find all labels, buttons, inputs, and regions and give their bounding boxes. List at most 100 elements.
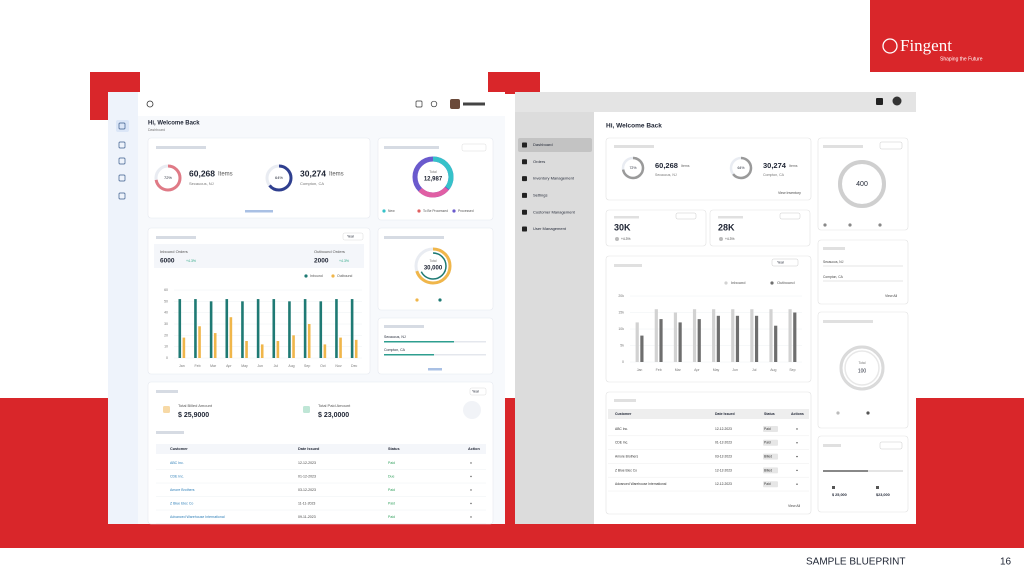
user-name bbox=[463, 102, 485, 106]
table-header: Customer bbox=[615, 412, 632, 416]
table-cell: 12-12-2023 bbox=[715, 427, 732, 431]
table-cell: ABC Inc. bbox=[615, 427, 628, 431]
sidebar-icon bbox=[118, 174, 126, 182]
card bbox=[817, 137, 909, 231]
y-tick-label: 10k bbox=[618, 327, 624, 331]
bar bbox=[678, 322, 682, 362]
card bbox=[817, 435, 909, 513]
dropdown bbox=[879, 141, 903, 150]
progress-bar bbox=[384, 341, 454, 343]
table-header: Customer bbox=[170, 447, 188, 451]
legend-dot bbox=[382, 209, 386, 213]
legend-label: Outbound bbox=[777, 280, 795, 285]
card-heading bbox=[823, 247, 845, 250]
table-header: Date Issued bbox=[298, 447, 320, 451]
ring-arc bbox=[839, 345, 885, 391]
dropdown bbox=[779, 212, 801, 220]
x-tick-label: Dec bbox=[351, 364, 357, 368]
stat-unit: Items bbox=[681, 164, 690, 168]
stat-location: Secaucus, NJ bbox=[655, 173, 677, 177]
x-tick-label: Jan bbox=[179, 364, 185, 368]
card bbox=[605, 255, 812, 383]
card bbox=[605, 391, 812, 515]
x-tick-label: Feb bbox=[656, 368, 662, 372]
bar bbox=[692, 309, 697, 362]
table-cell: Amore Brothers bbox=[615, 454, 638, 458]
card-heading bbox=[156, 431, 184, 434]
location-name: Compton, CA bbox=[384, 348, 406, 352]
bell-icon bbox=[430, 100, 438, 108]
y-tick-label: 0 bbox=[166, 356, 168, 360]
bar bbox=[673, 312, 678, 362]
y-tick-label: 40 bbox=[164, 311, 168, 315]
bar bbox=[241, 301, 244, 358]
action-icon bbox=[470, 475, 472, 478]
menu-item: Inventory Management bbox=[533, 176, 575, 181]
dropdown-label: Year bbox=[347, 234, 355, 238]
avatar bbox=[892, 96, 902, 106]
stat-count: 30,274 bbox=[300, 168, 326, 178]
legend-label: Outbound bbox=[337, 274, 352, 278]
table-cell: Advanced Warehouse International bbox=[170, 515, 225, 519]
legend-label: New bbox=[388, 209, 395, 213]
logo-icon bbox=[882, 38, 898, 54]
y-tick-label: 0 bbox=[622, 360, 624, 364]
bar bbox=[712, 309, 716, 362]
dropdown bbox=[675, 212, 697, 220]
location-name: Secaucus, NJ bbox=[384, 335, 406, 339]
card-heading bbox=[614, 145, 654, 148]
card-heading bbox=[823, 145, 863, 148]
bar bbox=[769, 309, 773, 362]
table-cell: 12-12-2023 bbox=[298, 461, 316, 465]
legend-dot bbox=[866, 411, 870, 415]
top-icon bbox=[876, 98, 883, 105]
tagline: Shaping the Future bbox=[940, 56, 983, 62]
legend-dot bbox=[836, 411, 840, 415]
menu-icon bbox=[522, 209, 527, 215]
x-tick-label: Jun bbox=[257, 364, 263, 368]
bar bbox=[292, 335, 295, 358]
sidebar-icon bbox=[118, 122, 126, 130]
legend-dot bbox=[331, 274, 335, 278]
card-heading bbox=[384, 146, 439, 149]
x-tick-label: May bbox=[713, 368, 720, 372]
table-header: Status bbox=[764, 412, 775, 416]
bar bbox=[735, 315, 740, 362]
menu-item: Dashboard bbox=[533, 142, 553, 147]
bar bbox=[245, 341, 248, 358]
table-cell: ABC Inc. bbox=[170, 461, 184, 465]
ring-arc bbox=[621, 156, 645, 180]
stat-location: Secaucus, NJ bbox=[189, 181, 214, 186]
ring-arc bbox=[838, 160, 886, 208]
ring-arc bbox=[154, 164, 182, 192]
ring-inner bbox=[844, 350, 880, 386]
greeting: Hi, Welcome Back bbox=[148, 121, 200, 127]
legend-dot bbox=[878, 223, 882, 227]
legend-dot bbox=[452, 209, 456, 213]
bar bbox=[276, 341, 280, 358]
legend-label: Processed bbox=[458, 209, 474, 213]
card bbox=[377, 137, 494, 221]
donut-value: 12,987 bbox=[424, 177, 443, 183]
action-icon bbox=[470, 489, 472, 491]
action-icon bbox=[796, 469, 798, 472]
status: Billed bbox=[764, 454, 772, 458]
placeholder bbox=[463, 401, 481, 419]
table-cell: Amore Brothers bbox=[170, 488, 195, 492]
bar bbox=[307, 324, 311, 358]
greeting: Hi, Welcome Back bbox=[606, 123, 662, 130]
card-heading bbox=[156, 390, 178, 393]
ring-arc bbox=[265, 164, 293, 192]
kpi-change: +4.3% bbox=[621, 237, 631, 241]
stat-count: 60,268 bbox=[189, 168, 215, 178]
bar bbox=[754, 315, 759, 362]
bar bbox=[225, 299, 229, 358]
card bbox=[817, 311, 909, 429]
table-cell: 12-12-2023 bbox=[715, 468, 732, 472]
card bbox=[377, 317, 494, 375]
action-icon bbox=[470, 502, 472, 505]
link bbox=[428, 368, 442, 371]
bar bbox=[654, 309, 658, 362]
